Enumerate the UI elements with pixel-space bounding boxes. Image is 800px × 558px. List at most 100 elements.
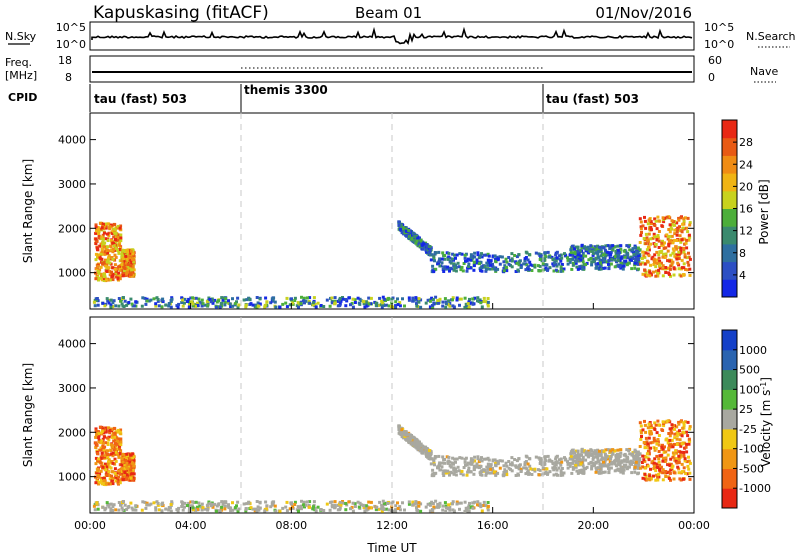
power-cell xyxy=(97,234,101,238)
power-cell xyxy=(468,297,471,301)
power-cell xyxy=(625,256,629,260)
velocity-cell xyxy=(338,508,342,512)
power-cell xyxy=(622,249,626,253)
power-cell xyxy=(115,226,119,230)
velocity-cell xyxy=(299,506,303,510)
velocity-cell xyxy=(125,476,129,480)
velocity-cell xyxy=(519,467,523,471)
power-cell xyxy=(420,243,424,247)
power-cell xyxy=(605,260,608,264)
velocity-cell xyxy=(438,468,442,472)
power-cell xyxy=(411,296,415,300)
power-cell xyxy=(375,302,379,305)
velocity-cell xyxy=(235,504,238,508)
velocity-cell xyxy=(631,461,635,464)
power-cell xyxy=(187,305,191,309)
power-cell xyxy=(421,242,425,246)
velocity-cell xyxy=(130,506,134,510)
power-cell xyxy=(98,255,102,259)
velocity-cell xyxy=(683,420,687,424)
velocity-cell xyxy=(122,473,126,477)
velocity-cell xyxy=(481,468,485,472)
velocity-cell xyxy=(120,467,124,470)
power-cell xyxy=(526,265,530,269)
velocity-cell xyxy=(591,456,595,460)
power-cell xyxy=(125,248,129,252)
power-cell xyxy=(515,261,519,265)
power-cell xyxy=(676,261,680,265)
velocity-cell xyxy=(570,471,574,475)
power-cell xyxy=(666,237,670,241)
velocity-cell xyxy=(548,470,552,474)
power-cell xyxy=(644,270,648,274)
velocity-cell xyxy=(214,509,218,513)
power-cell xyxy=(117,265,121,269)
velocity-cell xyxy=(559,457,563,461)
velocity-cell xyxy=(507,466,511,470)
power-cell xyxy=(640,231,643,234)
power-cell xyxy=(419,298,423,302)
velocity-cell xyxy=(464,463,467,467)
power-cell xyxy=(677,257,681,261)
power-cell xyxy=(619,244,623,248)
power-cell xyxy=(684,241,688,245)
power-cell xyxy=(121,272,125,276)
velocity-cell xyxy=(448,508,452,512)
power-cell xyxy=(102,279,106,282)
power-cell xyxy=(671,247,675,251)
velocity-cell xyxy=(161,501,165,505)
velocity-cell xyxy=(594,470,598,474)
power-cell xyxy=(122,269,126,273)
velocity-cell xyxy=(505,464,509,468)
power-cell xyxy=(622,264,626,268)
velocity-cell xyxy=(644,446,648,450)
velocity-cell xyxy=(685,460,689,464)
velocity-cell xyxy=(645,440,649,444)
velocity-cell xyxy=(145,503,149,507)
power-cell xyxy=(667,239,671,243)
velocity-cell xyxy=(111,461,115,465)
cpid-segment-3: tau (fast) 503 xyxy=(546,92,639,106)
velocity-cell xyxy=(541,466,545,470)
velocity-cell xyxy=(487,458,491,462)
velocity-cell xyxy=(106,449,109,453)
x-tick-label: 20:00 xyxy=(577,519,609,532)
velocity-cell xyxy=(525,467,529,471)
power-cell xyxy=(586,245,590,249)
velocity-cell xyxy=(599,453,603,457)
velocity-cell xyxy=(682,452,686,456)
power-cell xyxy=(92,300,96,304)
velocity-cell xyxy=(117,455,121,459)
power-cell xyxy=(353,301,357,304)
velocity-cell xyxy=(687,467,691,471)
velocity-cell xyxy=(569,452,573,456)
velocity-cell xyxy=(663,471,667,475)
velocity-cell xyxy=(519,470,523,473)
velocity-cell xyxy=(637,471,640,475)
power-cell xyxy=(623,261,627,265)
power-cell xyxy=(430,253,434,257)
velocity-cell xyxy=(411,503,415,507)
power-cell xyxy=(99,237,103,241)
power-cell xyxy=(646,252,650,256)
power-cell xyxy=(95,274,99,278)
velocity-cell xyxy=(637,464,641,468)
velocity-cell xyxy=(621,471,625,475)
velocity-cell xyxy=(603,458,607,462)
power-cell xyxy=(111,266,115,270)
power-cell xyxy=(574,261,578,265)
velocity-cell xyxy=(95,433,98,437)
velocity-colorbar: Velocity [m s-1] -1000-500-100-252510050… xyxy=(721,329,773,509)
power-cell xyxy=(401,227,405,231)
power-cell xyxy=(677,254,681,258)
velocity-cell xyxy=(517,467,521,471)
velocity-cell xyxy=(510,456,514,460)
power-cell xyxy=(633,261,637,265)
velocity-cell xyxy=(220,505,224,509)
velocity-cell xyxy=(96,480,100,483)
power-cell xyxy=(107,222,111,226)
velocity-cell xyxy=(577,463,581,467)
power-cell xyxy=(678,225,681,229)
velocity-cell xyxy=(555,460,559,464)
power-cell xyxy=(428,305,432,309)
